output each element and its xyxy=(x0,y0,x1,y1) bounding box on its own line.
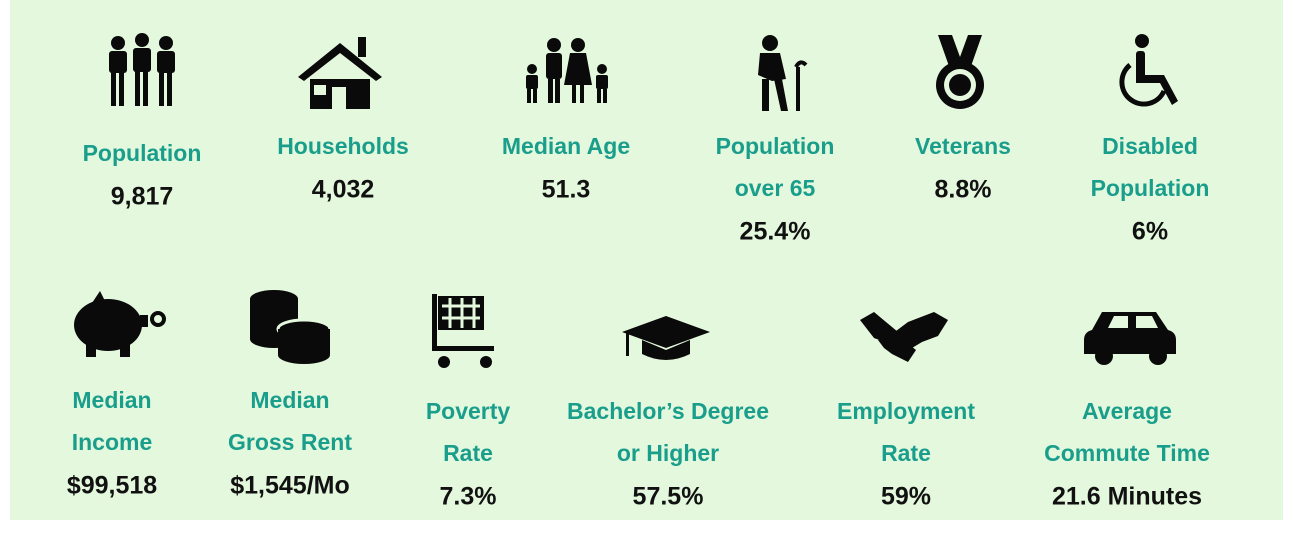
stat-label: Gross Rent xyxy=(228,429,352,455)
stat-value: 6% xyxy=(1132,218,1168,246)
stat-value: 25.4% xyxy=(740,218,811,246)
stat-value: 4,032 xyxy=(312,176,375,204)
stat-label: Employment xyxy=(837,398,975,424)
stat-label: Median xyxy=(72,387,151,413)
icons xyxy=(74,33,1178,368)
stat-value: 57.5% xyxy=(633,483,704,511)
wheelchair-icon xyxy=(1119,34,1178,107)
stat-label: Income xyxy=(72,429,153,455)
piggy-icon xyxy=(74,291,166,357)
stat-label: Population xyxy=(716,133,835,159)
stat-label: Rate xyxy=(443,440,493,466)
stat-value: 7.3% xyxy=(440,483,497,511)
handshake-icon xyxy=(860,312,948,362)
coins-icon xyxy=(250,290,332,364)
cart-icon xyxy=(432,294,494,368)
cap-icon xyxy=(622,316,710,360)
stat-label: Average xyxy=(1082,398,1172,424)
stat-value: 59% xyxy=(881,483,931,511)
house-icon xyxy=(298,37,382,109)
stat-label: over 65 xyxy=(735,175,816,201)
stat-label: Bachelor’s Degree xyxy=(567,398,769,424)
stat-label: Rate xyxy=(881,440,931,466)
stat-label: or Higher xyxy=(617,440,719,466)
stat-value: 8.8% xyxy=(935,176,992,204)
car-icon xyxy=(1084,312,1176,365)
stat-label: Median Age xyxy=(502,133,630,159)
stat-value: $1,545/Mo xyxy=(230,472,350,500)
family-icon xyxy=(526,38,608,103)
stat-value: 21.6 Minutes xyxy=(1052,483,1202,511)
stat-value: $99,518 xyxy=(67,472,157,500)
stat-value: 51.3 xyxy=(542,176,591,204)
stat-label: Disabled xyxy=(1102,133,1198,159)
stat-label: Population xyxy=(83,140,202,166)
population-icon xyxy=(109,33,175,106)
panel xyxy=(10,0,1283,520)
stat-label: Poverty xyxy=(426,398,511,424)
stat-value: 9,817 xyxy=(111,183,174,211)
stat-label: Median xyxy=(250,387,329,413)
stat-label: Households xyxy=(277,133,409,159)
medal-icon xyxy=(936,35,984,109)
elder-icon xyxy=(758,35,808,111)
stat-label: Population xyxy=(1091,175,1210,201)
stat-label: Commute Time xyxy=(1044,440,1210,466)
stat-label: Veterans xyxy=(915,133,1011,159)
